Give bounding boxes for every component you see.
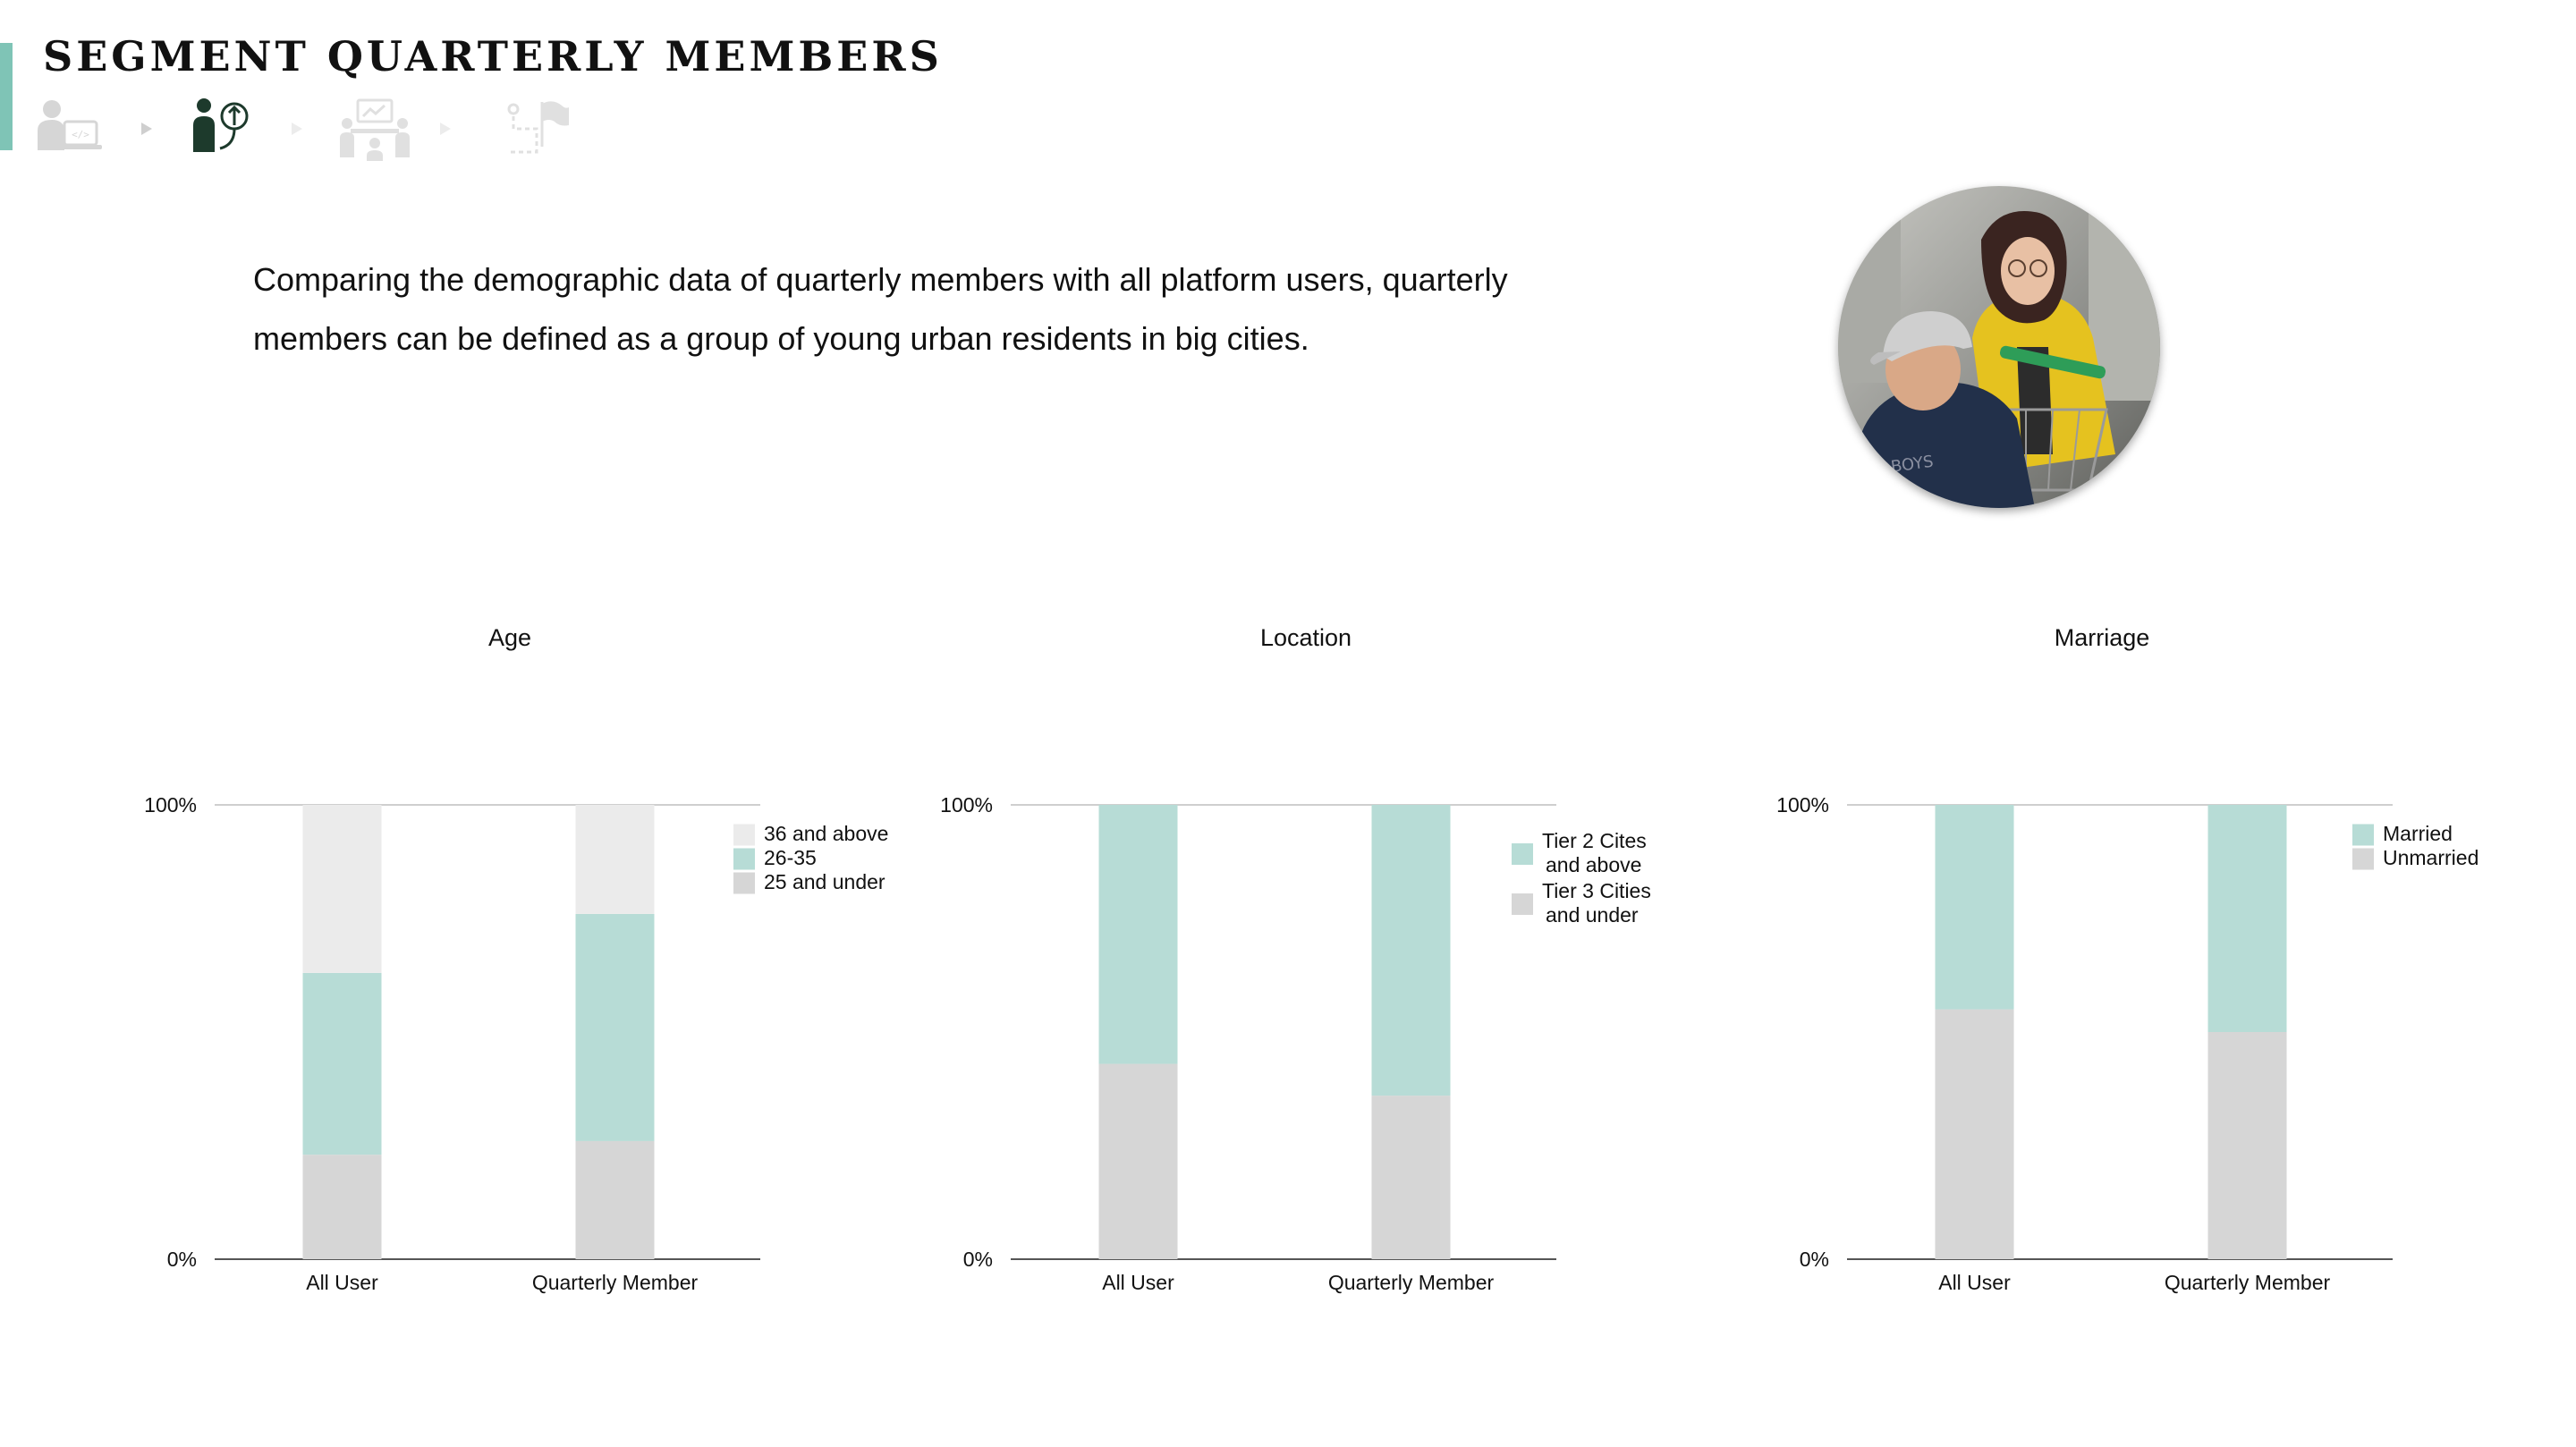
bar-segment	[1371, 1096, 1451, 1259]
legend-swatch	[2352, 848, 2374, 870]
chart-plot: 0% 100% All User Quarterly Member 36 and abo…	[144, 793, 888, 1294]
developer-at-laptop-icon: </>	[38, 100, 102, 150]
bar-segment	[575, 913, 655, 1141]
bar-segment	[302, 972, 382, 1155]
y-tick-label: 0%	[167, 1248, 197, 1271]
title-accent-bar	[0, 43, 13, 150]
legend-swatch	[733, 848, 755, 870]
location-chart: Location 0% 100% All User Quarterly Member T…	[903, 608, 1708, 1306]
chart-title: Age	[487, 624, 532, 651]
bar-segment	[1371, 805, 1451, 1096]
bar-segment	[1935, 1009, 2014, 1259]
bar-segment	[2207, 805, 2287, 1032]
y-tick-label: 100%	[144, 793, 197, 817]
person-with-idea-icon	[193, 98, 249, 152]
y-tick-label: 0%	[963, 1248, 993, 1271]
young-couple-photo: BOYS	[1838, 186, 2160, 508]
bar-segment	[302, 805, 382, 973]
bar-segment	[302, 1155, 382, 1259]
route-to-flag-icon	[507, 101, 569, 154]
page-title: SEGMENT QUARTERLY MEMBERS	[43, 32, 943, 80]
svg-text:</>: </>	[72, 129, 89, 140]
legend-label: Married	[2383, 822, 2453, 845]
step-arrow-icon	[141, 123, 152, 135]
x-tick-label: All User	[1938, 1271, 2011, 1294]
chart-title: Marriage	[2054, 624, 2150, 651]
step-arrow-icon	[292, 123, 302, 135]
marriage-chart: Marriage 0% 100% All User Quarterly Member M…	[1699, 608, 2504, 1306]
y-tick-label: 100%	[940, 793, 993, 817]
description-text: Comparing the demographic data of quarte…	[253, 261, 1508, 357]
legend-label: 26-35	[764, 846, 817, 869]
x-tick-label: All User	[306, 1271, 378, 1294]
bar-segment	[1098, 805, 1178, 1064]
legend-swatch	[1512, 893, 1533, 915]
chart-title: Location	[1259, 624, 1352, 651]
bar-segment	[575, 1140, 655, 1259]
legend-swatch	[733, 872, 755, 894]
bar-segment	[1935, 805, 2014, 1010]
bar-segment	[2207, 1032, 2287, 1259]
x-tick-label: Quarterly Member	[2165, 1271, 2331, 1294]
chart-plot: 0% 100% All User Quarterly Member MarriedUnm…	[1776, 793, 2479, 1294]
step-arrow-icon	[440, 123, 451, 135]
team-meeting-icon	[340, 98, 410, 161]
legend-label: Tier 3 Cities and under	[1542, 879, 1651, 927]
legend-swatch	[2352, 824, 2374, 846]
progress-steps: </>	[32, 93, 605, 170]
x-tick-label: Quarterly Member	[1328, 1271, 1495, 1294]
legend-label: 25 and under	[764, 870, 886, 893]
bar-segment	[575, 805, 655, 914]
legend-label: 36 and above	[764, 822, 888, 845]
legend-label: Tier 2 Cites and above	[1542, 829, 1647, 876]
legend-swatch	[1512, 843, 1533, 865]
x-tick-label: All User	[1102, 1271, 1174, 1294]
legend-label: Unmarried	[2383, 846, 2479, 869]
chart-plot: 0% 100% All User Quarterly Member Tier 2 Cit…	[940, 793, 1651, 1294]
x-tick-label: Quarterly Member	[532, 1271, 699, 1294]
bar-segment	[1098, 1063, 1178, 1259]
age-chart: Age 0% 100% All User Quarterly Member 36 and…	[107, 608, 912, 1306]
y-tick-label: 0%	[1800, 1248, 1829, 1271]
y-tick-label: 100%	[1776, 793, 1829, 817]
legend-swatch	[733, 824, 755, 846]
